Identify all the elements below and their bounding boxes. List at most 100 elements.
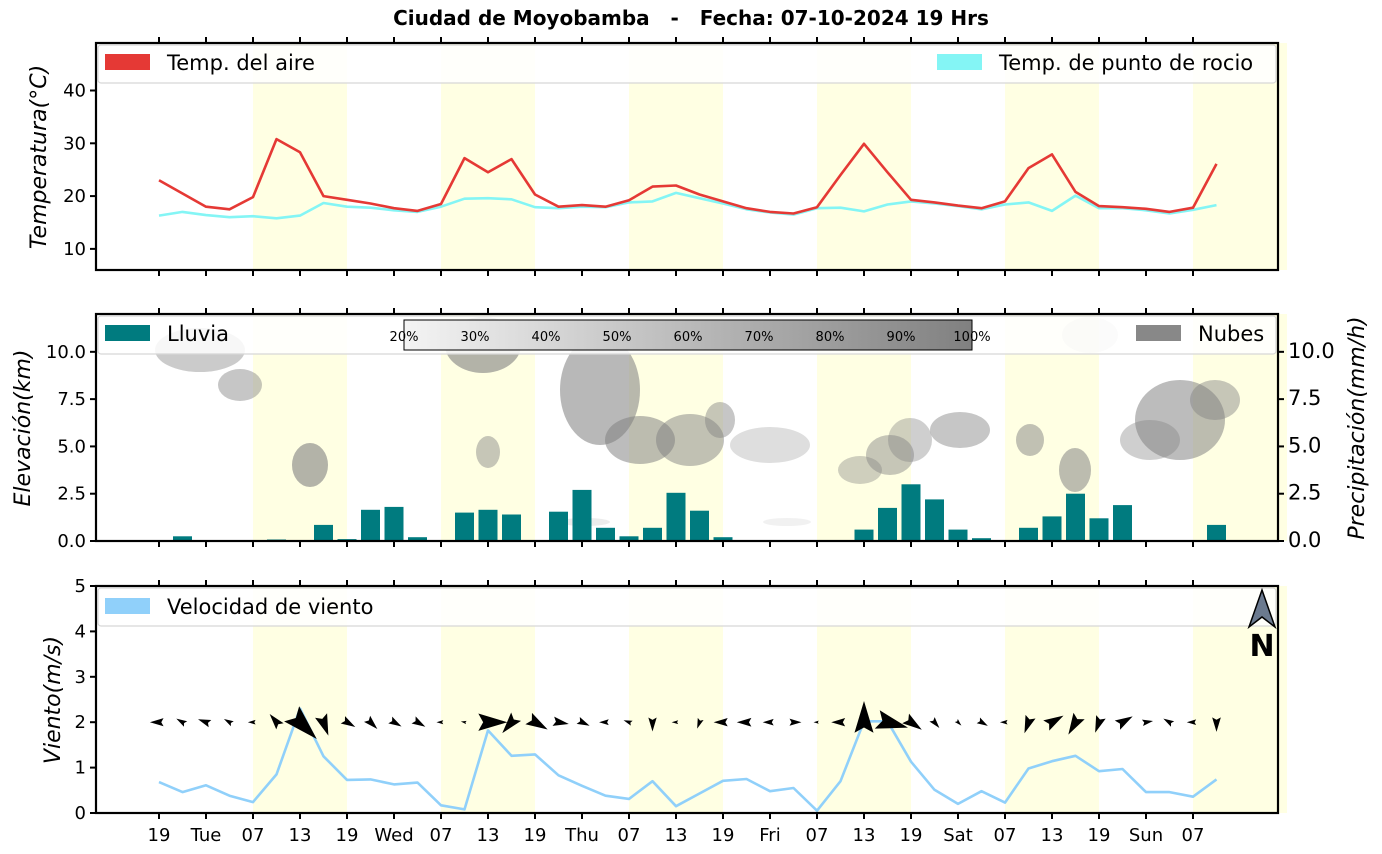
y-tick-label: 2: [75, 712, 86, 733]
wind-arrow: [576, 716, 590, 726]
wind-arrow: [1163, 718, 1175, 727]
wind-arrow: [176, 718, 188, 727]
legend-clouds-swatch: [1136, 325, 1181, 341]
cloud-contour: [560, 335, 640, 445]
x-tick-label: Sun: [1129, 825, 1163, 846]
y-axis-label-wind: Viento(m/s): [41, 636, 66, 764]
cloud-contour: [930, 412, 990, 448]
cloud-contour: [838, 456, 882, 484]
y-axis-label-elevation: Elevación(km): [11, 350, 36, 507]
y-tick-label: 20: [63, 186, 86, 207]
wind-arrow: [1212, 717, 1221, 732]
axes-frame-2: [94, 584, 1280, 815]
x-tick-label: 07: [618, 825, 641, 846]
rain-bar: [854, 529, 874, 541]
y-tick-label: 0: [75, 803, 86, 824]
x-tick-label: 07: [430, 825, 453, 846]
wind-arrow: [411, 716, 426, 727]
rain-bar: [384, 506, 404, 541]
x-tick-label: 19: [148, 825, 171, 846]
cloud-contour: [218, 369, 262, 401]
colorbar-label: 100%: [953, 330, 990, 345]
series-wind-speed-line: [158, 707, 1218, 813]
wind-arrow: [929, 717, 940, 729]
x-tick-label: Thu: [564, 825, 599, 846]
legend-rain: Lluvia: [167, 322, 229, 346]
cloud-contour: [1135, 380, 1225, 460]
y-tick-label: 3: [75, 667, 86, 688]
rain-bar: [1066, 493, 1085, 541]
y-tick-label: 1: [75, 758, 86, 779]
rain-bar: [361, 509, 380, 541]
axes-frame-1: [94, 312, 1280, 543]
wind-arrow: [1024, 714, 1036, 734]
cloud-contour: [656, 414, 724, 466]
colorbar-label: 20%: [390, 330, 419, 345]
legend-box: [97, 587, 1277, 627]
rain-bar: [596, 527, 615, 541]
cloud-contour: [866, 435, 914, 475]
colorbar-label: 60%: [674, 330, 703, 345]
wind-arrow: [954, 718, 962, 726]
x-tick-label: 07: [1182, 825, 1205, 846]
cloud-contour: [1016, 424, 1044, 456]
wind-arrow: [552, 716, 569, 726]
wind-arrow: [1186, 719, 1197, 726]
legend-air-temp: Temp. del aire: [166, 51, 315, 75]
x-tick-label: 19: [1088, 825, 1111, 846]
cloud-contour: [888, 418, 932, 462]
north-arrow-icon: [1247, 587, 1277, 630]
x-tick-label: 07: [242, 825, 265, 846]
wind-arrow: [149, 718, 164, 727]
legend-air-temp-swatch: [105, 54, 150, 70]
colorbar-label: 40%: [532, 330, 561, 345]
wind-arrow: [340, 716, 356, 727]
x-tick-label: 13: [1041, 825, 1064, 846]
wind-arrow: [315, 713, 329, 736]
y-tick-label: 7.5: [57, 389, 86, 410]
x-tick-label: 19: [524, 825, 547, 846]
wind-arrow: [436, 720, 444, 725]
x-tick-label: Wed: [374, 825, 413, 846]
y-axis-label-temperature: Temperatura(°C): [27, 65, 52, 249]
y-tick-label: 10: [63, 239, 86, 260]
y-tick-label: 10.0: [1288, 339, 1335, 363]
rain-bar: [408, 537, 427, 541]
wind-arrow: [976, 717, 988, 726]
wind-arrow: [1043, 715, 1064, 731]
y-tick-label: 4: [75, 621, 86, 642]
y-tick-label: 0.0: [57, 531, 86, 552]
wind-arrow: [223, 718, 234, 727]
rain-bar: [1019, 527, 1038, 541]
rain-bar: [643, 527, 662, 541]
wind-arrow: [364, 715, 378, 730]
rain-bar: [713, 537, 733, 541]
cloud-contour: [1120, 420, 1180, 460]
y-tick-label: 30: [63, 133, 86, 154]
rain-bar: [925, 499, 944, 541]
cloud-contour: [476, 436, 500, 468]
rain-bar: [1207, 524, 1226, 541]
rain-bar: [972, 538, 991, 541]
axes-frame-0: [94, 41, 1280, 272]
y-tick-label: 2.5: [1288, 481, 1321, 505]
y-tick-label: 2.5: [57, 484, 86, 505]
rain-bar: [502, 514, 521, 541]
wind-arrow: [648, 717, 657, 732]
wind-arrow: [502, 712, 522, 734]
wind-arrow: [284, 706, 317, 739]
colorbar-label: 80%: [816, 330, 845, 345]
wind-arrow: [1068, 712, 1085, 735]
y-tick-label: 5: [75, 576, 86, 597]
wind-arrow: [247, 719, 256, 725]
x-tick-label: 19: [900, 825, 923, 846]
colorbar-label: 50%: [603, 330, 632, 345]
y-axis-label-precipitation: Precipitación(mm/h): [1345, 316, 1370, 539]
rain-bar: [1113, 505, 1132, 541]
wind-arrow: [1095, 715, 1106, 733]
wind-arrow: [831, 718, 846, 727]
x-tick-label: Sat: [943, 825, 973, 846]
wind-arrow: [762, 718, 774, 726]
wind-arrow: [713, 717, 728, 727]
